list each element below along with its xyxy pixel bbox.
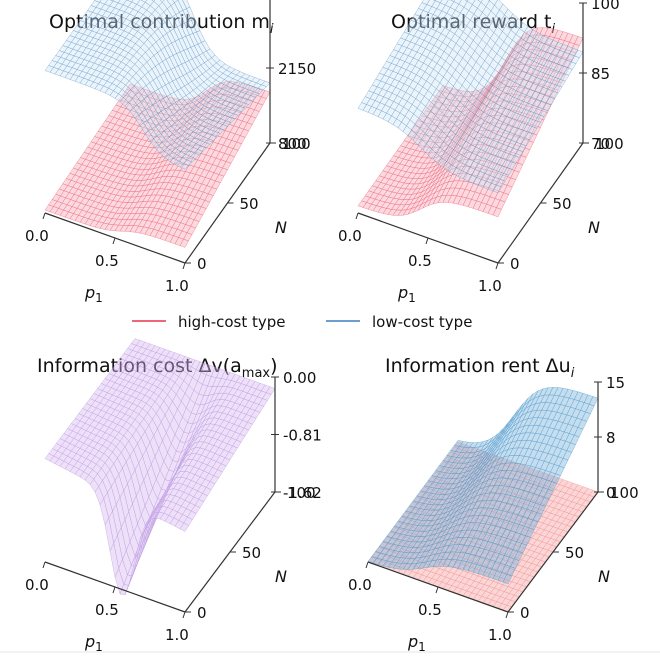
x-tick <box>365 561 369 569</box>
x-tick-label-0: 0.0 <box>25 576 49 594</box>
surface-cell <box>179 163 189 170</box>
x-axis-label: p1 <box>84 632 103 654</box>
y-tick-label-1: 50 <box>242 544 261 562</box>
panel-title-subscript: i <box>552 22 556 37</box>
x-tick-label-1: 0.5 <box>418 601 442 619</box>
z-tick-label-1: 8 <box>606 429 616 447</box>
z-tick-label-2: 3500 <box>278 0 316 3</box>
legend: high-cost type low-cost type <box>132 313 472 331</box>
x-tick <box>182 611 186 619</box>
z-tick-label-1: 85 <box>591 65 610 83</box>
z-tick-label-2: 100 <box>591 0 620 13</box>
z-tick-label-1: -0.81 <box>283 427 322 445</box>
x-axis-label-subscript: 1 <box>408 291 416 305</box>
z-tick-label-0: 800 <box>278 135 307 153</box>
x-tick <box>182 262 186 270</box>
x-tick-label-0: 0.0 <box>338 227 362 245</box>
surface-0 <box>44 338 276 596</box>
y-tick-label-2: 100 <box>595 135 624 153</box>
y-tick-label-0: 0 <box>197 255 207 273</box>
surface-cell <box>492 184 502 194</box>
x-tick-label-0: 0.0 <box>348 576 372 594</box>
panel-title-subscript: max <box>242 366 271 381</box>
x-tick-label-2: 1.0 <box>165 277 189 295</box>
y-axis-label: N <box>275 567 287 586</box>
surface-cell <box>179 238 189 248</box>
panel-title-subscript: i <box>571 366 575 381</box>
x-tick <box>42 212 46 220</box>
panel-information-rent: Information rent Δui0.00.51.0p1050100N08… <box>348 355 639 654</box>
x-axis-label: p1 <box>407 632 426 654</box>
y-axis-label: N <box>588 218 600 237</box>
y-tick-label-2: 100 <box>282 135 311 153</box>
x-tick-label-0: 0.0 <box>25 227 49 245</box>
panel-title-suffix: ) <box>270 355 277 377</box>
z-tick-label-2: 0.00 <box>283 369 316 387</box>
x-tick-label-2: 1.0 <box>165 626 189 644</box>
panel-title: Information rent Δui <box>385 355 575 381</box>
y-axis-label: N <box>598 567 610 586</box>
x-tick <box>435 586 439 594</box>
z-tick-label-0: 70 <box>591 135 610 153</box>
z-tick-label-1: 2150 <box>278 60 316 78</box>
x-tick-label-1: 0.5 <box>95 252 119 270</box>
surface-0 <box>44 81 271 248</box>
x-tick-label-2: 1.0 <box>488 626 512 644</box>
legend-label-low-cost: low-cost type <box>372 313 472 331</box>
x-axis-label: p1 <box>84 283 103 305</box>
x-tick <box>42 561 46 569</box>
y-tick-label-0: 0 <box>520 604 530 622</box>
legend-label-high-cost: high-cost type <box>178 313 286 331</box>
x-tick-label-1: 0.5 <box>95 601 119 619</box>
x-tick <box>495 262 499 270</box>
x-tick <box>112 237 116 245</box>
y-tick-label-0: 0 <box>510 255 520 273</box>
y-tick-label-0: 0 <box>197 604 207 622</box>
y-axis-label: N <box>275 218 287 237</box>
x-tick <box>425 237 429 245</box>
z-tick-label-2: 15 <box>606 374 625 392</box>
panel-optimal-reward: Optimal reward ti0.00.51.0p1050100N70851… <box>338 0 624 305</box>
y-tick-label-1: 50 <box>240 195 259 213</box>
panel-information-cost: Information cost Δv(amax)0.00.51.0p10501… <box>25 338 322 654</box>
x-tick <box>355 212 359 220</box>
x-axis-label-subscript: 1 <box>95 291 103 305</box>
surface-1 <box>357 0 584 194</box>
surface-cell <box>492 207 502 218</box>
x-tick <box>505 611 509 619</box>
panel-title-subscript: i <box>270 22 274 37</box>
x-tick-label-2: 1.0 <box>478 277 502 295</box>
y-tick-label-1: 50 <box>553 195 572 213</box>
x-axis-label: p1 <box>397 283 416 305</box>
z-tick-label-0: -1.62 <box>283 484 322 502</box>
panel-optimal-contribution: Optimal contribution mi0.00.51.0p1050100… <box>25 0 316 305</box>
panel-title-main: Information rent Δu <box>385 355 571 377</box>
x-tick <box>112 586 116 594</box>
z-tick-label-0: 0 <box>606 484 616 502</box>
y-tick-label-1: 50 <box>565 544 584 562</box>
surface-1 <box>44 0 271 170</box>
x-tick-label-1: 0.5 <box>408 252 432 270</box>
